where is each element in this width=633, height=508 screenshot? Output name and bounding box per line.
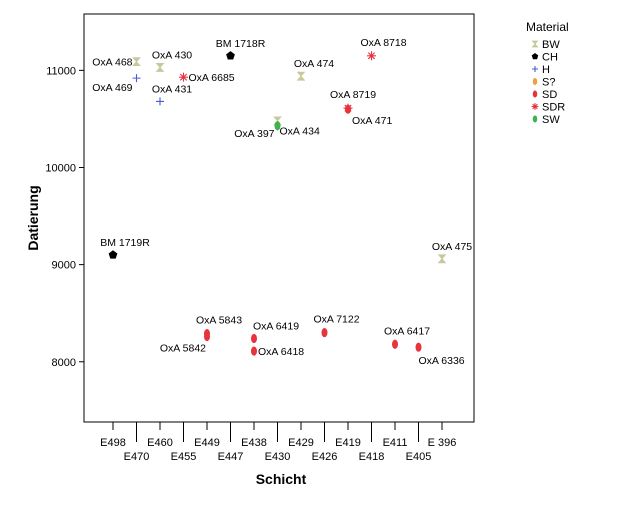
- legend-entry: H: [542, 64, 550, 76]
- legend-marker: [532, 78, 538, 85]
- point-label: BM 1718R: [216, 38, 266, 50]
- point-label: OxA 5842: [160, 343, 206, 355]
- x-tick-label: E470: [124, 451, 150, 463]
- point-label: OxA 8719: [330, 89, 376, 101]
- legend-entry: S?: [542, 77, 555, 89]
- y-axis: 8000 9000 10000 11000: [45, 65, 84, 369]
- point-label: BM 1719R: [100, 237, 150, 249]
- x-tick-label: E455: [171, 451, 197, 463]
- data-points: [108, 51, 447, 356]
- x-axis-title: Schicht: [256, 471, 307, 487]
- data-point: [273, 116, 282, 126]
- point-label: OxA 5843: [196, 315, 242, 327]
- legend-marker: [531, 103, 539, 110]
- point-label: OxA 434: [280, 126, 320, 138]
- y-tick-label: 8000: [52, 357, 76, 369]
- y-axis-title: Datierung: [25, 185, 41, 250]
- point-label: OxA 6419: [253, 320, 299, 332]
- x-tick-label: E430: [265, 451, 291, 463]
- data-point: [155, 63, 165, 72]
- data-point: [226, 51, 235, 60]
- x-tick-label: E411: [383, 437, 408, 449]
- point-label: OxA 7122: [313, 314, 359, 326]
- point-label: OxA 6685: [189, 72, 235, 84]
- legend-marker: [531, 40, 539, 48]
- legend-marker: [532, 90, 538, 98]
- legend-marker: [532, 66, 538, 72]
- y-tick-label: 9000: [52, 260, 76, 272]
- x-tick-label: E429: [288, 437, 314, 449]
- legend-marker: [531, 53, 539, 60]
- point-label: OxA 468: [92, 57, 132, 69]
- data-point: [132, 74, 141, 83]
- legend-title: Material: [526, 20, 569, 34]
- y-tick-label: 10000: [45, 162, 76, 174]
- x-axis: E498 E470 E460 E455 E449 E447 E438 E430 E429 E426…: [100, 422, 456, 463]
- data-point: [179, 72, 188, 82]
- point-label: OxA 6336: [419, 355, 465, 367]
- legend-entry: SDR: [542, 102, 565, 114]
- x-tick-label: E460: [147, 437, 173, 449]
- data-point: [251, 333, 257, 344]
- point-label: OxA 431: [152, 83, 192, 95]
- x-tick-label: E405: [406, 451, 432, 463]
- legend-marker: [532, 115, 538, 123]
- point-label: OxA 8718: [360, 37, 406, 49]
- data-point: [108, 250, 118, 259]
- x-tick-label: E449: [194, 437, 220, 449]
- x-tick-label: E418: [359, 451, 385, 463]
- data-point: [345, 104, 351, 114]
- point-label: OxA 471: [352, 115, 392, 127]
- data-point: [392, 339, 398, 349]
- data-point: [415, 342, 422, 352]
- legend-entry: BW: [542, 39, 560, 51]
- x-tick-label: E 396: [428, 437, 457, 449]
- data-point: [204, 331, 210, 342]
- y-tick-label: 11000: [46, 65, 76, 77]
- x-tick-label: E447: [218, 451, 244, 463]
- x-tick-label: E426: [312, 451, 338, 463]
- x-tick-label: E438: [241, 437, 267, 449]
- point-label: OxA 6418: [258, 346, 304, 358]
- point-label: OxA 475: [432, 241, 472, 253]
- point-label: OxA 6417: [384, 325, 430, 337]
- plot-area: [83, 13, 475, 423]
- point-label: OxA 469: [92, 82, 132, 94]
- data-point: [156, 97, 164, 106]
- data-point: [132, 57, 141, 66]
- legend-entry: CH: [542, 52, 558, 64]
- data-point: [274, 121, 281, 131]
- point-label: OxA 397: [234, 128, 274, 140]
- data-point: [437, 254, 447, 264]
- x-tick-label: E498: [100, 437, 126, 449]
- data-point: [251, 346, 257, 356]
- point-label: OxA 430: [152, 49, 192, 61]
- x-tick-label: E419: [335, 437, 361, 449]
- plot-frame: [83, 13, 475, 423]
- data-point: [321, 328, 328, 338]
- data-point: [296, 71, 306, 81]
- legend-entry: SD: [542, 89, 557, 101]
- point-label: OxA 474: [294, 58, 334, 70]
- legend-entry: SW: [542, 114, 560, 126]
- data-point: [367, 51, 376, 61]
